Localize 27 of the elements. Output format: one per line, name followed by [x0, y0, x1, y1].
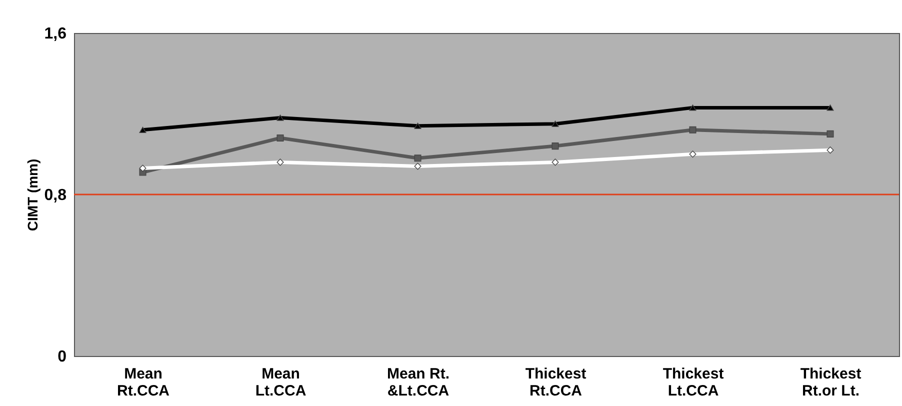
point: [276, 114, 284, 121]
point: [414, 122, 422, 129]
x-tick-label: Mean Rt. &Lt.CCA: [386, 366, 450, 400]
x-tick-label: Thickest Rt.CCA: [525, 366, 586, 400]
point: [552, 120, 559, 127]
y-tick-label: 1,6: [44, 26, 67, 42]
point: [552, 158, 559, 166]
point: [414, 154, 422, 162]
y-tick-label: 0: [58, 348, 67, 366]
y-axis-title: CIMT (mm): [24, 158, 40, 232]
point: [276, 134, 284, 142]
point: [139, 126, 146, 133]
point: [826, 146, 834, 154]
x-tick-label: Mean Rt.CCA: [117, 366, 170, 400]
y-tick-label: 0,8: [44, 187, 67, 204]
x-tick-label: Thickest Rt.or Lt.: [800, 366, 862, 400]
point: [689, 126, 696, 134]
point: [552, 142, 559, 150]
x-tick-label: Mean Lt.CCA: [255, 366, 306, 400]
point: [826, 130, 834, 138]
point: [139, 164, 146, 172]
x-tick-label: Thickest Lt.CCA: [662, 366, 724, 400]
point: [276, 158, 284, 166]
point: [689, 104, 696, 111]
point: [826, 104, 834, 111]
point: [414, 162, 422, 170]
point: [689, 150, 696, 158]
